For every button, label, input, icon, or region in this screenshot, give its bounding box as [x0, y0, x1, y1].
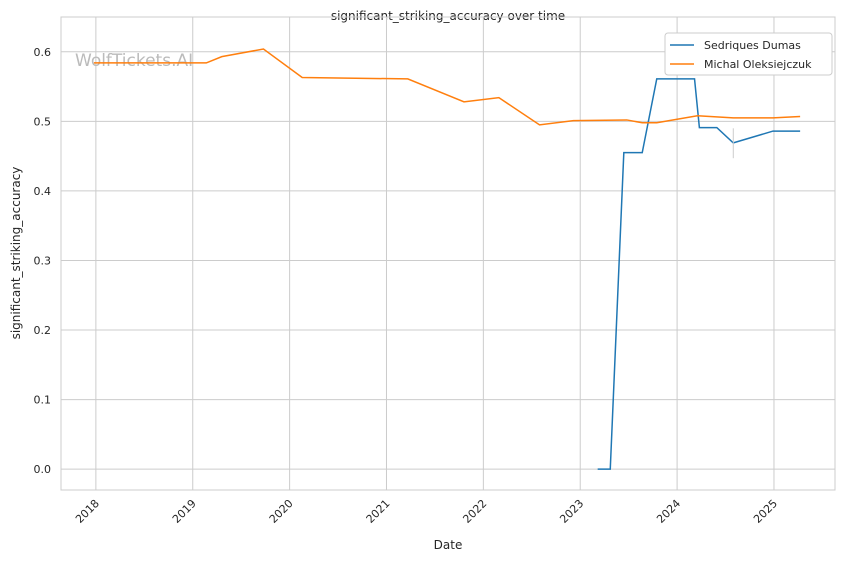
plot-frame — [60, 16, 836, 491]
y-tick-label: 0.0 — [34, 463, 52, 476]
series-line-sedriques-dumas — [597, 78, 801, 470]
x-tick-label: 2019 — [170, 497, 199, 526]
y-tick-label: 0.5 — [34, 115, 52, 128]
y-tick-label: 0.1 — [34, 394, 52, 407]
y-tick-label: 0.6 — [34, 46, 52, 59]
legend-label: Michal Oleksiejczuk — [704, 58, 812, 71]
chart-title: significant_striking_accuracy over time — [331, 9, 565, 23]
series-line-michal-oleksiejczuk — [93, 48, 801, 126]
x-tick-label: 2023 — [557, 497, 586, 526]
y-tick-label: 0.3 — [34, 254, 52, 267]
y-axis-label: significant_striking_accuracy — [9, 167, 23, 340]
x-axis-label: Date — [434, 538, 463, 552]
x-tick-label: 2024 — [654, 497, 683, 526]
x-tick-label: 2020 — [267, 497, 296, 526]
legend-box — [664, 32, 833, 76]
x-tick-label: 2021 — [364, 497, 393, 526]
x-tick-label: 2022 — [460, 497, 489, 526]
x-tick-label: 2018 — [73, 497, 102, 526]
x-tick-label: 2025 — [751, 497, 780, 526]
y-tick-label: 0.4 — [34, 185, 52, 198]
legend-label: Sedriques Dumas — [704, 39, 801, 52]
legend: Sedriques Dumas Michal Oleksiejczuk — [664, 32, 833, 76]
y-tick-label: 0.2 — [34, 324, 52, 337]
watermark: WolfTickets.AI — [75, 51, 193, 71]
